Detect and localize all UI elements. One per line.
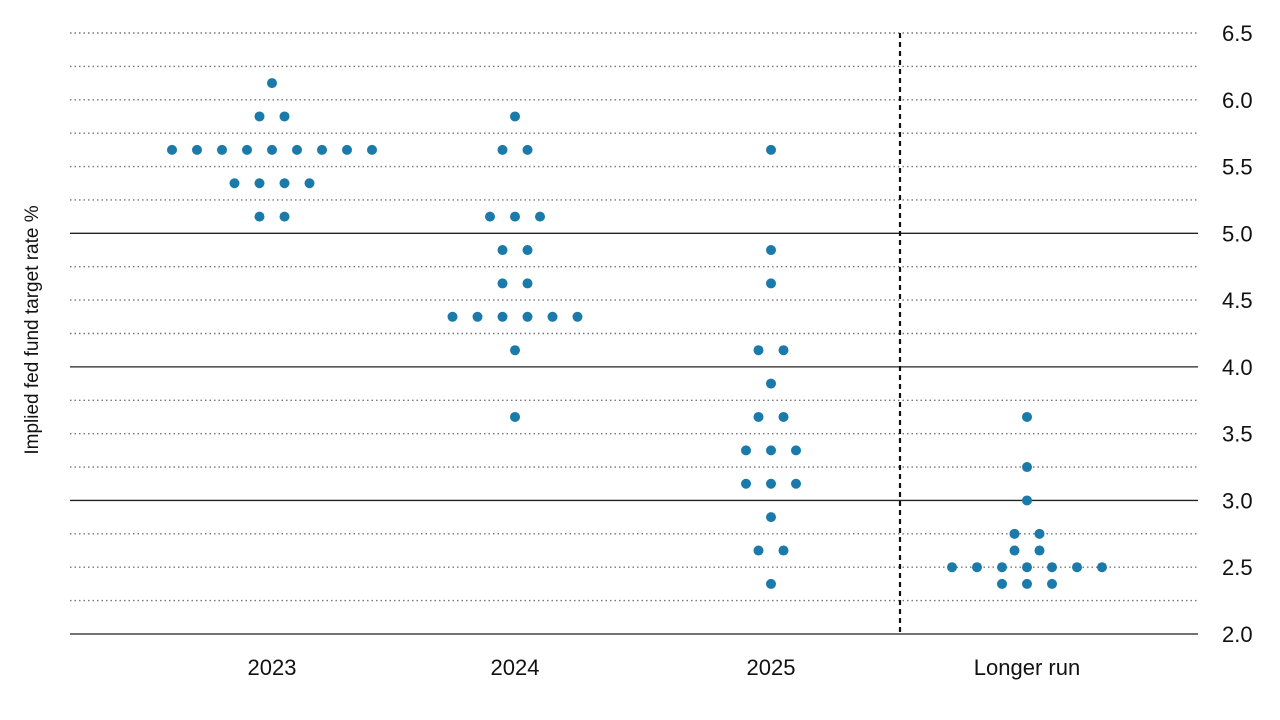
y-tick-label: 2.0 xyxy=(1222,622,1253,647)
dot-point xyxy=(766,512,776,523)
x-category-label: 2025 xyxy=(747,655,796,680)
dot-point xyxy=(254,111,265,122)
dot-point xyxy=(279,178,290,189)
dot-point xyxy=(766,278,776,289)
dot-point xyxy=(1097,562,1107,573)
dot-point xyxy=(497,245,508,256)
dot-point xyxy=(741,478,751,489)
dot-point xyxy=(535,211,545,222)
dot-point xyxy=(510,111,520,122)
dot-point xyxy=(229,178,240,189)
dot-point xyxy=(522,144,533,155)
dot-point xyxy=(497,278,508,289)
y-tick-label: 4.5 xyxy=(1222,288,1253,313)
x-category-label: Longer run xyxy=(974,655,1080,680)
x-category-label: 2024 xyxy=(491,655,540,680)
dot-point xyxy=(741,445,751,456)
dot-point xyxy=(1047,562,1057,573)
dot-point xyxy=(1022,562,1032,573)
y-tick-label: 6.0 xyxy=(1222,88,1253,113)
dot-point xyxy=(242,144,252,155)
y-tick-label: 5.0 xyxy=(1222,221,1253,246)
dot-point xyxy=(997,578,1007,589)
dot-point xyxy=(292,144,302,155)
dot-point xyxy=(167,144,177,155)
dot-point xyxy=(791,478,801,489)
dot-point xyxy=(766,445,776,456)
dot-point xyxy=(279,111,290,122)
dot-point xyxy=(510,211,520,222)
y-tick-label: 3.5 xyxy=(1222,422,1253,447)
dots-layer xyxy=(167,78,1107,589)
dot-point xyxy=(766,378,776,389)
dot-point xyxy=(1072,562,1082,573)
y-tick-labels: 6.5 6.0 5.5 5.0 4.5 4.0 3.5 3.0 2.5 2.0 xyxy=(1222,21,1253,647)
dot-point xyxy=(304,178,315,189)
dot-point xyxy=(997,562,1007,573)
dot-point xyxy=(447,311,458,322)
y-tick-label: 3.0 xyxy=(1222,488,1253,513)
dot-point xyxy=(1022,411,1032,422)
dot-point xyxy=(1022,495,1032,506)
y-tick-label: 2.5 xyxy=(1222,555,1253,580)
dot-point xyxy=(1022,578,1032,589)
dot-point xyxy=(1047,578,1057,589)
dot-point xyxy=(342,144,352,155)
dot-point xyxy=(766,245,776,256)
dot-point xyxy=(367,144,377,155)
dot-point xyxy=(766,144,776,155)
dot-point xyxy=(254,211,265,222)
dot-point xyxy=(522,278,533,289)
dot-point xyxy=(472,311,483,322)
y-tick-label: 5.5 xyxy=(1222,155,1253,180)
dot-point xyxy=(1009,528,1020,539)
y-tick-label: 4.0 xyxy=(1222,355,1253,380)
y-axis-title: Implied fed fund target rate % xyxy=(22,205,43,454)
x-category-label: 2023 xyxy=(248,655,297,680)
dot-point xyxy=(1009,545,1020,556)
dot-point xyxy=(254,178,265,189)
dot-point xyxy=(778,411,789,422)
dot-point xyxy=(510,411,520,422)
dot-point xyxy=(522,311,533,322)
dot-point xyxy=(947,562,957,573)
dot-point xyxy=(497,311,508,322)
dot-point xyxy=(791,445,801,456)
x-category-labels: 2023 2024 2025 Longer run xyxy=(248,655,1081,680)
dot-point xyxy=(522,245,533,256)
dot-point xyxy=(766,478,776,489)
dot-point xyxy=(497,144,508,155)
dot-point xyxy=(753,345,764,356)
y-tick-label: 6.5 xyxy=(1222,21,1253,46)
dot-point xyxy=(192,144,202,155)
dot-point xyxy=(1034,528,1045,539)
dot-point xyxy=(753,545,764,556)
dot-point xyxy=(1034,545,1045,556)
dot-point xyxy=(778,345,789,356)
dot-point xyxy=(510,345,520,356)
dot-point xyxy=(279,211,290,222)
dot-point xyxy=(1022,462,1032,473)
dot-point xyxy=(267,144,277,155)
dot-point xyxy=(972,562,982,573)
dot-point xyxy=(753,411,764,422)
dot-point xyxy=(217,144,227,155)
dot-point xyxy=(766,578,776,589)
dot-point xyxy=(572,311,583,322)
dot-point xyxy=(267,78,277,89)
gridlines xyxy=(70,32,1198,635)
dot-point xyxy=(317,144,327,155)
dot-point xyxy=(778,545,789,556)
dot-point xyxy=(547,311,558,322)
dot-point xyxy=(485,211,495,222)
